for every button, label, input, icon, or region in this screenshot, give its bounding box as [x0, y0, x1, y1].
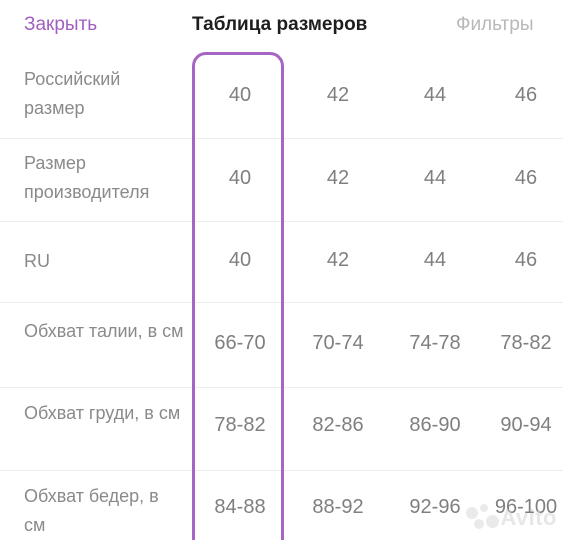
size-cell[interactable]: 46: [514, 167, 538, 189]
table-row-russian-size: Российский размер 40 42 44 46: [0, 56, 563, 139]
size-cell[interactable]: 40: [228, 167, 252, 189]
size-cell[interactable]: 90-94: [500, 414, 552, 436]
avito-dots-icon: [464, 504, 500, 532]
row-label: Обхват талии, в см: [24, 321, 184, 341]
page-title: Таблица размеров: [192, 14, 368, 35]
size-cell[interactable]: 74-78: [409, 332, 461, 354]
size-cell[interactable]: 44: [423, 249, 447, 271]
size-table: Российский размер 40 42 44 46 Размер про…: [0, 56, 563, 540]
table-row-manufacturer-size: Размер производителя 40 42 44 46: [0, 139, 563, 222]
size-cell[interactable]: 42: [326, 84, 350, 106]
size-cell[interactable]: 40: [228, 249, 252, 271]
size-cell[interactable]: 44: [423, 167, 447, 189]
row-label: Размер производителя: [24, 153, 150, 202]
row-label: Обхват бедер, в см: [24, 486, 159, 535]
size-cell[interactable]: 70-74: [312, 332, 364, 354]
size-cell[interactable]: 88-92: [312, 496, 364, 518]
table-row-ru: RU 40 42 44 46: [0, 222, 563, 303]
size-cell[interactable]: 78-82: [500, 332, 552, 354]
size-cell[interactable]: 40: [228, 84, 252, 106]
size-cell[interactable]: 92-96: [409, 496, 461, 518]
header: Закрыть Таблица размеров Фильтры: [0, 0, 563, 56]
size-cell[interactable]: 84-88: [214, 496, 266, 518]
watermark: Avito: [464, 504, 557, 532]
size-cell[interactable]: 96-100: [494, 496, 558, 518]
size-cell[interactable]: 42: [326, 249, 350, 271]
size-cell[interactable]: 44: [423, 84, 447, 106]
selected-size-column[interactable]: [192, 52, 284, 540]
row-label: Обхват груди, в см: [24, 403, 181, 423]
row-label: Российский размер: [24, 69, 121, 118]
size-cell[interactable]: 42: [326, 167, 350, 189]
filters-button[interactable]: Фильтры: [456, 14, 534, 35]
size-cell[interactable]: 86-90: [409, 414, 461, 436]
size-cell[interactable]: 46: [514, 84, 538, 106]
close-button[interactable]: Закрыть: [24, 14, 98, 35]
table-row-hips: Обхват бедер, в см 84-88 88-92 92-96 96-…: [0, 471, 563, 540]
size-cell[interactable]: 82-86: [312, 414, 364, 436]
row-label: RU: [24, 251, 50, 271]
size-cell[interactable]: 46: [514, 249, 538, 271]
size-cell[interactable]: 66-70: [214, 332, 266, 354]
watermark-text: Avito: [500, 505, 557, 530]
size-cell[interactable]: 78-82: [214, 414, 266, 436]
